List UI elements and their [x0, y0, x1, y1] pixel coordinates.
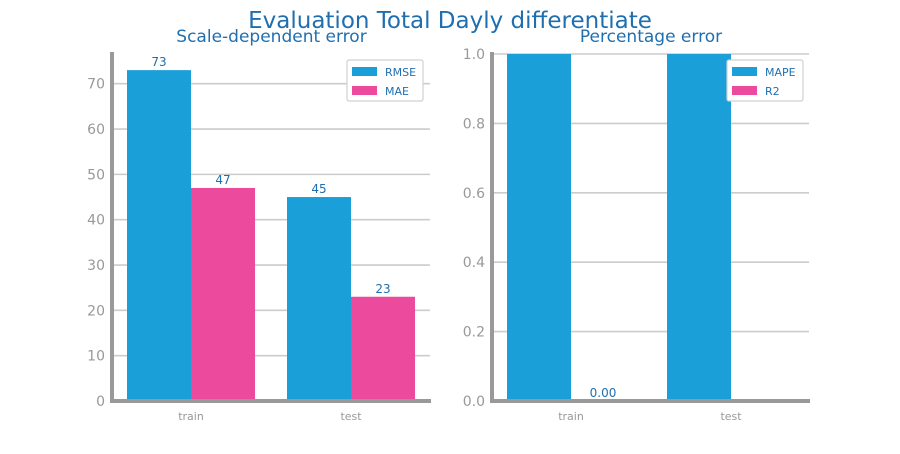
bar-mape-test[interactable]	[667, 54, 731, 401]
y-tick-label: 40	[87, 213, 105, 229]
legend-label: RMSE	[385, 66, 416, 79]
bar-mape-train[interactable]	[507, 54, 571, 401]
subplot-title: Scale-dependent error	[176, 27, 366, 47]
bar-rmse-test[interactable]	[287, 197, 351, 401]
figure-title: Evaluation Total Dayly differentiate	[248, 8, 652, 34]
legend: MAPE R2	[726, 59, 804, 102]
y-tick-label: 30	[87, 258, 105, 274]
y-tick-label: 1.0	[463, 47, 485, 63]
bar-mae-test[interactable]	[351, 296, 415, 401]
legend-swatch	[352, 86, 377, 95]
bar-mae-train[interactable]	[191, 187, 255, 401]
data-label: 47	[215, 173, 230, 187]
legend-label: R2	[765, 85, 780, 98]
data-label: 73	[151, 55, 166, 69]
y-tick-label: 20	[87, 303, 105, 319]
y-tick-label: 10	[87, 349, 105, 365]
subplot-title: Percentage error	[580, 27, 722, 47]
legend-swatch	[732, 86, 757, 95]
legend-label: MAE	[385, 85, 409, 98]
bar-rmse-train[interactable]	[127, 70, 191, 401]
y-tick-label: 70	[87, 77, 105, 93]
y-tick-label: 0.8	[463, 116, 485, 132]
y-tick-label: 50	[87, 167, 105, 183]
chart-panel-percentage: Percentage error 0.0 0.2 0.4 0.6 0.8 1.0 0.00 tr…	[463, 27, 810, 423]
y-tick-label: 0.2	[463, 325, 485, 341]
x-tick-label: train	[558, 410, 584, 423]
data-label: 45	[311, 182, 326, 196]
legend-label: MAPE	[765, 66, 796, 79]
x-tick-label: test	[720, 410, 742, 423]
y-tick-label: 0	[96, 394, 105, 410]
y-tick-label: 0.6	[463, 186, 485, 202]
x-tick-label: test	[340, 410, 362, 423]
y-tick-label: 0.4	[463, 255, 485, 271]
legend-swatch	[732, 67, 757, 76]
y-tick-label: 60	[87, 122, 105, 138]
data-label: 23	[375, 282, 390, 296]
legend: RMSE MAE	[346, 59, 424, 102]
legend-swatch	[352, 67, 377, 76]
x-tick-label: train	[178, 410, 204, 423]
data-label: 0.00	[590, 386, 617, 400]
chart-panel-scale-dependent: Scale-dependent error 0 10 20 30 40 50 60 70 73 45…	[87, 27, 431, 423]
y-tick-label: 0.0	[463, 394, 485, 410]
